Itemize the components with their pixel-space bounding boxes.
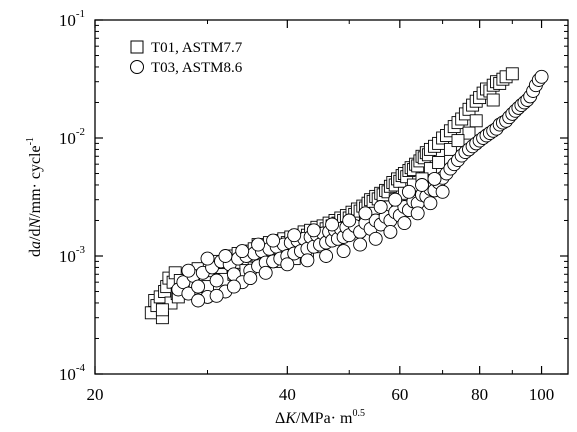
marker-t01-square (469, 114, 483, 128)
y-tick-exponent: -3 (76, 244, 86, 256)
marker-t01-square (486, 93, 500, 107)
marker-t01-square (432, 156, 446, 169)
x-axis-label-delta: Δ (275, 410, 285, 427)
marker-t03-circle (373, 200, 388, 214)
y-tick-exponent: -4 (76, 362, 86, 374)
marker-t03-circle (200, 251, 215, 266)
marker-t03-circle (226, 279, 241, 294)
x-tick-label: 100 (529, 385, 555, 404)
marker-t03-circle (368, 231, 383, 246)
marker-t03-circle (401, 184, 416, 199)
marker-t01-square (462, 126, 476, 140)
marker-t03-circle (181, 286, 196, 301)
marker-t03-circle (258, 265, 273, 280)
marker-t03-circle (176, 275, 191, 290)
y-tick-exponent: -2 (76, 126, 85, 138)
data-markers (144, 67, 549, 325)
y-tick-base: 10 (59, 129, 76, 148)
y-tick-label: 10-3 (59, 244, 86, 266)
x-tick-label: 80 (471, 385, 488, 404)
marker-t03-circle (325, 217, 340, 232)
y-tick-label: 10-4 (59, 362, 86, 384)
marker-t03-circle (388, 192, 403, 207)
marker-t03-circle (300, 253, 315, 268)
x-axis-label-exponent: 0.5 (352, 408, 365, 419)
marker-t01-square (451, 134, 465, 148)
y-tick-base: 10 (59, 247, 76, 266)
y-tick-base: 10 (59, 11, 76, 30)
marker-t03-circle (209, 288, 224, 303)
marker-t03-circle (423, 196, 438, 211)
legend-label-t01: T01, ASTM7.7 (151, 40, 243, 56)
marker-t03-circle (397, 216, 412, 231)
y-axis-label-unit: /mm· cycle (27, 145, 44, 217)
marker-t03-circle (410, 206, 425, 221)
legend: T01, ASTM7.7 T03, ASTM8.6 (130, 40, 243, 76)
x-axis-label-unit: /MPa· m (296, 410, 353, 427)
y-axis-label-n: N (27, 216, 44, 229)
marker-t03-circle (383, 224, 398, 239)
x-tick-label: 20 (87, 385, 104, 404)
y-tick-label: 10-2 (59, 126, 85, 148)
marker-t03-circle (235, 244, 250, 259)
marker-t03-circle (181, 263, 196, 278)
marker-t03-circle (266, 233, 281, 248)
marker-t03-circle (209, 273, 224, 288)
marker-t03-circle (280, 257, 295, 272)
marker-t03-circle (191, 279, 206, 294)
marker-t03-circle (319, 249, 334, 263)
marker-t03-circle (435, 184, 450, 199)
y-axis-label-exponent: -1 (25, 137, 36, 145)
marker-t03-circle (218, 249, 233, 263)
y-axis-label-a: a (27, 241, 44, 249)
y-tick-exponent: -1 (76, 8, 85, 20)
marker-t03-circle (287, 228, 302, 243)
y-tick-base: 10 (59, 365, 76, 384)
marker-t03-circle (306, 223, 321, 238)
marker-t01-square (155, 303, 169, 317)
marker-t03-circle (243, 271, 258, 286)
y-tick-label: 10-1 (59, 8, 85, 30)
legend-marker-t01 (130, 40, 144, 54)
x-tick-label: 60 (391, 385, 408, 404)
marker-t03-circle (358, 206, 373, 221)
marker-t03-circle (534, 69, 549, 84)
plot-frame (94, 19, 569, 375)
y-axis-label-slash-d: /d (27, 228, 44, 240)
marker-t01-square (505, 67, 519, 81)
x-axis-label: ΔK/MPa· m0.5 (275, 408, 365, 427)
marker-t03-circle (251, 237, 266, 252)
marker-t03-circle (427, 171, 442, 186)
legend-marker-t03 (130, 60, 144, 74)
marker-t03-circle (415, 178, 429, 192)
legend-label-t03: T03, ASTM8.6 (151, 60, 243, 76)
marker-t03-circle (342, 213, 357, 228)
y-axis-label-d: d (27, 249, 44, 257)
x-tick-label: 40 (279, 385, 296, 404)
y-axis-label: da/dN/mm· cycle-1 (25, 137, 44, 257)
marker-t03-circle (353, 237, 368, 252)
x-axis-label-variable: K (284, 410, 297, 427)
marker-t03-circle (336, 244, 351, 259)
marker-t03-circle (191, 293, 206, 308)
